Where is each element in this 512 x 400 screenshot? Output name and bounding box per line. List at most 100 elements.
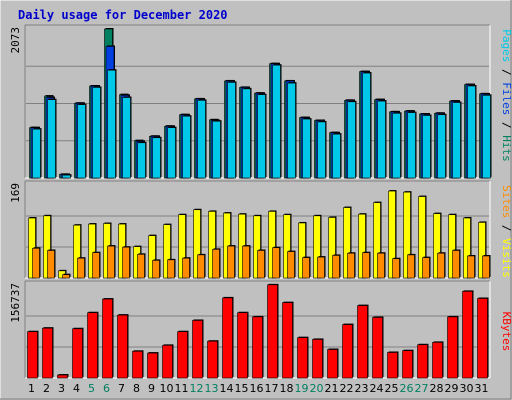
bar-pages-day-20	[317, 121, 326, 179]
x-tick-label-day-22: 22	[340, 382, 354, 395]
bar-kbytes-day-27	[417, 344, 428, 379]
bar-visits-day-23	[358, 213, 366, 279]
bar-kbytes-day-1	[27, 331, 38, 379]
bar-sites-day-1	[32, 247, 40, 279]
x-tick-label-day-21: 21	[325, 382, 339, 395]
bar-kbytes-day-30	[462, 291, 473, 379]
legend-item-1: KBytes	[500, 312, 512, 352]
bar-pages-day-4	[77, 104, 86, 179]
bar-pages-day-23	[362, 72, 371, 179]
x-tick-label-day-30: 30	[460, 382, 474, 395]
bar-pages-day-24	[377, 100, 386, 179]
bar-visits-day-13	[208, 211, 216, 279]
legend-item-1: Sites	[500, 185, 512, 218]
bar-pages-day-5	[92, 87, 101, 179]
x-tick-label-day-3: 3	[58, 382, 65, 395]
x-tick-label-day-7: 7	[118, 382, 125, 395]
bar-pages-day-9	[152, 137, 161, 179]
bar-sites-day-19	[302, 257, 310, 279]
bar-kbytes-day-21	[327, 349, 338, 379]
legend-item-1: Pages	[500, 29, 512, 62]
bar-sites-day-13	[212, 249, 220, 279]
legend-item-5: Hits	[500, 135, 512, 162]
bar-sites-day-10	[167, 259, 175, 279]
bar-sites-day-12	[197, 254, 205, 279]
bar-sites-day-26	[407, 254, 415, 279]
x-tick-label-day-18: 18	[280, 382, 294, 395]
bar-visits-day-18	[283, 214, 291, 279]
x-tick-label-day-16: 16	[250, 382, 264, 395]
chart-title: Daily usage for December 2020	[18, 8, 228, 22]
bar-kbytes-day-10	[162, 345, 173, 379]
bar-sites-day-30	[467, 255, 475, 279]
bar-kbytes-day-19	[297, 337, 308, 379]
legend-item-3: Files	[500, 82, 512, 115]
bar-visits-day-19	[298, 222, 306, 279]
panel-2-legend: Sites / Visits	[500, 185, 512, 278]
bar-visits-day-26	[403, 191, 411, 279]
bar-pages-day-2	[47, 99, 56, 179]
panel-2-max-label: 169	[9, 183, 22, 203]
x-tick-label-day-19: 19	[295, 382, 309, 395]
bar-pages-day-26	[407, 112, 416, 179]
panel-1: 2073 Pages / Files / Hits	[9, 24, 512, 179]
bar-visits-day-24	[373, 202, 381, 279]
x-tick-label-day-20: 20	[310, 382, 324, 395]
x-tick-label-day-15: 15	[235, 382, 249, 395]
bar-pages-day-17	[272, 64, 281, 179]
x-tick-label-day-14: 14	[220, 382, 234, 395]
x-tick-label-day-2: 2	[43, 382, 50, 395]
bar-kbytes-day-6	[102, 298, 113, 379]
bar-pages-day-1	[32, 128, 41, 179]
bar-pages-day-31	[482, 95, 491, 179]
x-tick-label-day-11: 11	[175, 382, 189, 395]
chart-panels: 2073 Pages / Files / Hits 169 Sites / Visit…	[9, 24, 512, 379]
bar-pages-day-19	[302, 118, 311, 179]
bar-visits-day-12	[193, 209, 201, 279]
bar-sites-day-31	[482, 255, 490, 279]
bar-visits-day-4	[73, 224, 81, 279]
bar-kbytes-day-17	[267, 284, 278, 379]
bar-sites-day-22	[347, 252, 355, 279]
bar-kbytes-day-25	[387, 352, 398, 379]
panel-3-max-label: 156737	[9, 283, 22, 323]
panel-1-max-label: 2073	[9, 27, 22, 54]
bar-pages-day-12	[197, 100, 206, 179]
bar-visits-day-11	[178, 214, 186, 279]
bar-sites-day-5	[92, 252, 100, 279]
bar-sites-day-20	[317, 256, 325, 279]
bar-kbytes-day-29	[447, 316, 458, 379]
bar-visits-day-9	[148, 235, 156, 279]
bar-kbytes-day-11	[177, 331, 188, 379]
legend-item-2: /	[500, 62, 512, 82]
legend-item-4: /	[500, 115, 512, 135]
bar-pages-day-16	[257, 94, 266, 179]
bar-sites-day-6	[107, 245, 115, 279]
bar-pages-day-25	[392, 113, 401, 179]
bar-pages-day-10	[167, 127, 176, 179]
bar-visits-day-30	[463, 217, 471, 279]
bar-kbytes-day-3	[57, 374, 68, 379]
bar-pages-day-13	[212, 120, 221, 179]
bar-visits-day-28	[433, 213, 441, 279]
bar-pages-day-22	[347, 101, 356, 179]
x-tick-label-day-31: 31	[475, 382, 489, 395]
bar-visits-day-2	[43, 215, 51, 279]
bar-visits-day-5	[88, 223, 96, 279]
bar-sites-day-7	[122, 246, 130, 279]
x-tick-label-day-12: 12	[190, 382, 204, 395]
bar-sites-day-24	[377, 252, 385, 279]
x-axis-day-labels: 1 2 3 4 5 6 7 8 9 10 11 12 13 14 15 16 17 18 19 20 21 22 23 24 2…	[28, 382, 489, 395]
bar-visits-day-25	[388, 190, 396, 279]
bar-kbytes-day-31	[477, 298, 488, 379]
bar-sites-day-23	[362, 252, 370, 279]
bar-sites-day-27	[422, 257, 430, 279]
bar-sites-day-29	[452, 250, 460, 279]
bar-visits-day-10	[163, 224, 171, 279]
bar-visits-day-27	[418, 196, 426, 279]
bar-pages-day-3	[62, 174, 71, 179]
bar-kbytes-day-9	[147, 352, 158, 379]
x-tick-label-day-9: 9	[148, 382, 155, 395]
bar-sites-day-17	[272, 247, 280, 279]
x-tick-label-day-24: 24	[370, 382, 384, 395]
